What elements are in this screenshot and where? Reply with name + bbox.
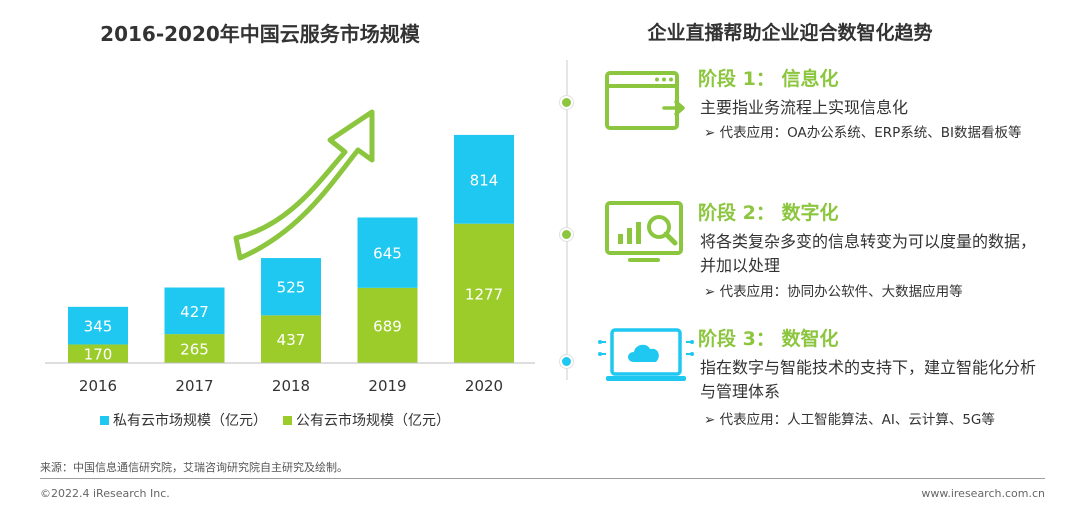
bar-public-2019 [357,287,418,363]
x-tick-label-2020: 2020 [465,377,503,395]
bar-public-2018 [261,315,321,363]
footer-divider [40,478,1045,479]
data-label-public-2017: 265 [180,341,209,359]
data-label-private-2016: 345 [84,318,113,336]
data-label-public-2020: 1277 [465,285,503,303]
data-label-private-2018: 525 [277,279,306,297]
x-tick-label-2017: 2017 [175,377,213,395]
timeline-dot-2 [560,228,573,241]
stage-1-app: ➢ 代表应用：OA办公系统、ERP系统、BI数据看板等 [704,125,1022,141]
bar-private-2020 [454,134,514,224]
data-label-private-2017: 427 [180,303,209,321]
source-note: 来源：中国信息通信研究院，艾瑞咨询研究院自主研究及绘制。 [40,461,348,474]
stage-3-desc: 指在数字与智能技术的支持下，建立智能化分析与管理体系 [700,358,1037,401]
legend-swatch-public [283,415,292,425]
right-panel-title: 企业直播帮助企业迎合数智化趋势 [647,22,933,44]
stage-3-app: ➢ 代表应用：人工智能算法、AI、云计算、5G等 [704,412,995,428]
legend-item-private: 私有云市场规模（亿元） [100,410,267,430]
chart-legend: 私有云市场规模（亿元） 公有云市场规模（亿元） [100,410,460,430]
stage-3-title: 阶段 3： 数智化 [698,328,839,350]
website-link[interactable]: www.iresearch.com.cn [921,487,1045,500]
stage-2-desc: 将各类复杂多变的信息转变为可以度量的数据，并加以处理 [700,232,1037,275]
bar-private-2016 [68,306,128,345]
x-tick-label-2019: 2019 [368,377,406,395]
stage-1-desc: 主要指业务流程上实现信息化 [700,98,909,117]
legend-item-public: 公有云市场规模（亿元） [283,410,450,430]
stage-2-title: 阶段 2： 数字化 [698,202,839,224]
data-label-private-2019: 645 [373,245,402,263]
timeline-dot-1 [560,96,573,109]
timeline-line [566,60,568,380]
data-label-public-2016: 170 [84,346,113,364]
data-label-public-2018: 437 [277,331,306,349]
copyright-text: ©2022.4 iResearch Inc. [40,487,170,500]
data-monitor-icon [605,201,683,262]
legend-label-public: 公有云市场规模（亿元） [296,413,450,429]
bar-private-2017 [164,287,225,335]
stage-1-title: 阶段 1： 信息化 [698,68,839,90]
legend-label-private: 私有云市场规模（亿元） [113,413,267,429]
bar-private-2019 [357,217,418,288]
bar-public-2017 [164,334,225,363]
bar-public-2020 [454,223,514,363]
timeline-dot-3 [560,355,573,368]
bar-public-2016 [68,344,128,363]
browser-window-icon [605,71,685,130]
chart-title: 2016-2020年中国云服务市场规模 [100,22,420,46]
data-label-private-2020: 814 [470,171,499,189]
cloud-laptop-icon [598,328,694,381]
x-tick-label-2016: 2016 [79,377,117,395]
stage-2-app: ➢ 代表应用：协同办公软件、大数据应用等 [704,284,963,300]
bar-private-2018 [261,258,321,316]
x-tick-label-2018: 2018 [272,377,310,395]
legend-swatch-private [100,415,109,425]
growth-arrow-icon [233,109,375,261]
data-label-public-2019: 689 [373,317,402,335]
stacked-bar-chart: 170 345 265 427 437 525 689 645 1277 814 2016 2017… [45,109,535,395]
